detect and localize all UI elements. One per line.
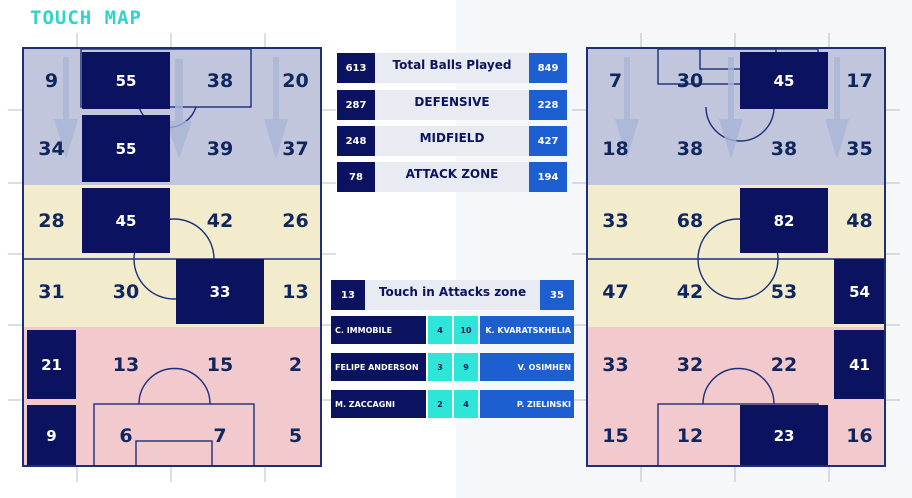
stat-row-midfield: 248 MIDFIELD 427 (337, 126, 567, 156)
stat-row-total: 613 Total Balls Played 849 (337, 53, 567, 83)
away-player-name: P. ZIELINSKI (480, 390, 574, 418)
heatmap-cell: 6 (119, 424, 133, 447)
heatmap-cell: 17 (846, 69, 873, 92)
heatmap-cell: 5 (288, 424, 303, 447)
attack-touch-header: 13 Touch in Attacks zone 35 (331, 280, 574, 310)
home-player-name: C. IMMOBILE (331, 316, 426, 344)
heatmap-cell: 38 (676, 137, 704, 160)
heatmap-cell: 16 (846, 424, 873, 447)
player-row: FELIPE ANDERSON 3 9 V. OSIMHEN (331, 353, 574, 381)
away-value: 194 (529, 162, 567, 192)
heatmap-cell: 33 (602, 353, 629, 376)
heatmap-cell: 13 (282, 280, 309, 303)
away-value: 228 (529, 90, 567, 120)
heatmap-cell: 42 (676, 280, 704, 303)
heatmap-cell: 13 (112, 353, 140, 376)
home-player-name: M. ZACCAGNI (331, 390, 426, 418)
heatmap-cell: 32 (676, 353, 704, 376)
heatmap-cell: 68 (676, 209, 704, 232)
heatmap-cell: 31 (38, 280, 65, 303)
heatmap-cell: 30 (676, 69, 704, 92)
heatmap-cell: 21 (27, 330, 76, 399)
heatmap-cell: 42 (206, 209, 234, 232)
heatmap-cell: 38 (770, 137, 798, 160)
away-value: 35 (540, 280, 574, 310)
attack-zone (24, 49, 320, 185)
page-title: TOUCH MAP (30, 7, 142, 29)
midfield-zone (24, 185, 320, 327)
home-player-name: FELIPE ANDERSON (331, 353, 426, 381)
heatmap-cell: 23 (740, 405, 828, 465)
home-player-value: 2 (428, 390, 452, 418)
heatmap-cell: 47 (602, 280, 629, 303)
player-row: M. ZACCAGNI 2 4 P. ZIELINSKI (331, 390, 574, 418)
stat-label: DEFENSIVE (375, 90, 529, 120)
heatmap-cell: 48 (846, 209, 873, 232)
heatmap-cell: 39 (206, 137, 234, 160)
away-value: 849 (529, 53, 567, 83)
heatmap-cell: 55 (82, 52, 170, 109)
away-player-value: 4 (454, 390, 478, 418)
stat-row-attack: 78 ATTACK ZONE 194 (337, 162, 567, 192)
heatmap-cell: 53 (770, 280, 798, 303)
heatmap-cell: 28 (38, 209, 65, 232)
heatmap-cell: 7 (608, 69, 623, 92)
heatmap-cell: 9 (27, 405, 76, 465)
heatmap-cell: 15 (602, 424, 629, 447)
heatmap-cell: 34 (38, 137, 65, 160)
heatmap-cell: 37 (282, 137, 309, 160)
heatmap-cell: 12 (676, 424, 704, 447)
heatmap-cell: 18 (602, 137, 629, 160)
away-player-name: K. KVARATSKHELIA (480, 316, 574, 344)
heatmap-cell: 22 (770, 353, 798, 376)
home-value: 78 (337, 162, 375, 192)
pitch-markings (588, 49, 884, 465)
heatmap-cell: 41 (834, 330, 884, 399)
heatmap-cell: 15 (206, 353, 234, 376)
away-player-value: 10 (454, 316, 478, 344)
home-value: 13 (331, 280, 365, 310)
stat-label: Total Balls Played (375, 53, 529, 83)
heatmap-cell: 82 (740, 188, 828, 253)
home-value: 287 (337, 90, 375, 120)
player-row: C. IMMOBILE 4 10 K. KVARATSKHELIA (331, 316, 574, 344)
heatmap-cell: 45 (82, 188, 170, 253)
heatmap-cell: 55 (82, 115, 170, 182)
heatmap-cell: 38 (206, 69, 234, 92)
stat-label: ATTACK ZONE (375, 162, 529, 192)
stat-label: MIDFIELD (375, 126, 529, 156)
stat-row-defensive: 287 DEFENSIVE 228 (337, 90, 567, 120)
heatmap-cell: 30 (112, 280, 140, 303)
home-value: 248 (337, 126, 375, 156)
home-touch-map: 9 55 38 20 34 55 39 37 28 45 42 26 31 30 33 13 21 13 15 2 9 6… (22, 47, 322, 467)
home-player-value: 4 (428, 316, 452, 344)
away-player-value: 9 (454, 353, 478, 381)
away-value: 427 (529, 126, 567, 156)
heatmap-cell: 26 (282, 209, 309, 232)
heatmap-cell: 33 (602, 209, 629, 232)
away-player-name: V. OSIMHEN (480, 353, 574, 381)
heatmap-cell: 33 (176, 259, 264, 324)
heatmap-cell: 20 (282, 69, 309, 92)
heatmap-cell: 54 (834, 259, 884, 324)
home-player-value: 3 (428, 353, 452, 381)
heatmap-cell: 7 (213, 424, 227, 447)
heatmap-cell: 9 (44, 69, 59, 92)
header-label: Touch in Attacks zone (365, 280, 540, 310)
heatmap-cell: 2 (288, 353, 303, 376)
home-value: 613 (337, 53, 375, 83)
heatmap-cell: 35 (846, 137, 873, 160)
heatmap-cell: 45 (740, 52, 828, 109)
away-touch-map: 7 30 45 17 18 38 38 35 33 68 82 48 47 42 53 54 33 32 22 41 1… (586, 47, 886, 467)
